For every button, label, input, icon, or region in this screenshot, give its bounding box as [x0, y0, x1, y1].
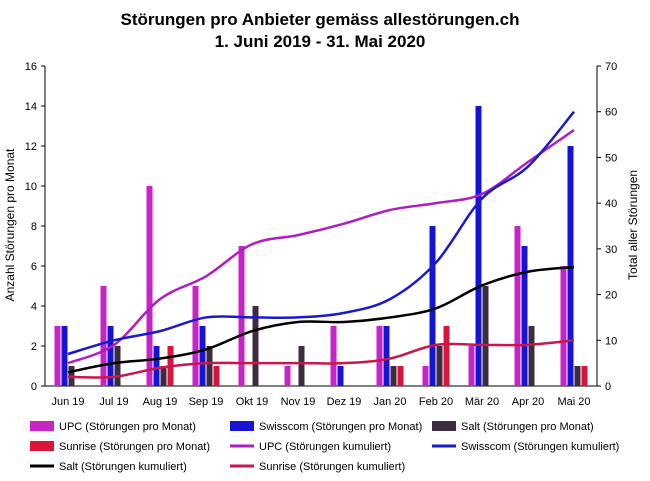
bar [252, 306, 259, 386]
y2-tick-label: 40 [605, 198, 617, 210]
bar [107, 326, 114, 386]
legend: UPC (Störungen pro Monat) Swisscom (Störu… [30, 421, 619, 473]
legend-label: Sunrise (Störungen pro Monat) [59, 441, 210, 453]
y-tick-label: 12 [25, 141, 37, 153]
y2-tick-label: 20 [605, 290, 617, 302]
x-tick-label: Apr 20 [512, 396, 544, 408]
series-line [67, 128, 575, 365]
chart-subtitle: 1. Juni 2019 - 31. Mai 2020 [215, 32, 426, 51]
bar [567, 146, 574, 386]
legend-label: Salt (Störungen kumuliert) [59, 461, 187, 473]
x-axis-ticks: Jun 19 Jul 19 Aug 19 Sep 19 Okt 19 Nov 19 Dez … [51, 396, 590, 408]
x-tick-label: Mai 20 [557, 396, 590, 408]
x-tick-label: Feb 20 [419, 396, 453, 408]
bar [397, 366, 404, 386]
bar [422, 366, 429, 386]
x-tick-label: Mär 20 [465, 396, 499, 408]
bar [468, 346, 475, 386]
y-tick-label: 6 [31, 261, 37, 273]
bar [160, 366, 167, 386]
bar [383, 326, 390, 386]
legend-swatch [30, 441, 54, 451]
y-tick-label: 16 [25, 61, 37, 73]
legend-label: UPC (Störungen kumuliert) [259, 441, 391, 453]
bar [199, 326, 206, 386]
y2-tick-label: 70 [605, 61, 617, 73]
legend-label: Swisscom (Störungen pro Monat) [259, 421, 422, 433]
bar [114, 346, 121, 386]
bar [514, 226, 521, 386]
x-tick-label: Aug 19 [143, 396, 178, 408]
bar [61, 326, 68, 386]
bar [390, 366, 397, 386]
y-axis-label: Anzahl Störungen pro Monat [3, 148, 17, 301]
x-tick-label: Jul 19 [99, 396, 128, 408]
y-axis-ticks: 0 2 4 6 8 10 12 14 16 [25, 61, 45, 393]
bar [560, 266, 567, 386]
legend-label: Sunrise (Störungen kumuliert) [259, 461, 405, 473]
series-line [67, 265, 575, 374]
y-tick-label: 2 [31, 341, 37, 353]
bar [376, 326, 383, 386]
y-tick-label: 8 [31, 221, 37, 233]
x-tick-label: Jun 19 [51, 396, 84, 408]
y-tick-label: 4 [31, 301, 37, 313]
bar [206, 346, 213, 386]
bar [54, 326, 61, 386]
bar [475, 106, 482, 386]
bar [337, 366, 344, 386]
y-tick-label: 10 [25, 181, 37, 193]
y2-tick-label: 0 [605, 381, 611, 393]
legend-label: Salt (Störungen pro Monat) [461, 421, 594, 433]
bar [330, 326, 337, 386]
y2-axis-label: Total aller Störungen [626, 170, 640, 280]
y2-tick-label: 30 [605, 244, 617, 256]
bar [574, 366, 581, 386]
legend-swatch [30, 421, 54, 431]
legend-label: Swisscom (Störungen kumuliert) [461, 441, 619, 453]
bar [581, 366, 588, 386]
bar [298, 346, 305, 386]
x-tick-label: Okt 19 [236, 396, 268, 408]
legend-label: UPC (Störungen pro Monat) [59, 421, 196, 433]
bar [482, 286, 489, 386]
bar [153, 346, 160, 386]
bar [436, 346, 443, 386]
series-line [67, 110, 575, 356]
y2-axis-ticks: 0 10 20 30 40 50 60 70 [597, 61, 617, 393]
x-tick-label: Dez 19 [327, 396, 362, 408]
bar [213, 366, 220, 386]
bar [284, 366, 291, 386]
bar [429, 226, 436, 386]
y2-tick-label: 60 [605, 107, 617, 119]
y-tick-label: 0 [31, 381, 37, 393]
y-tick-label: 14 [25, 101, 37, 113]
y2-tick-label: 10 [605, 335, 617, 347]
x-tick-label: Sep 19 [189, 396, 224, 408]
x-tick-label: Jan 20 [373, 396, 406, 408]
series-line [67, 339, 575, 379]
legend-swatch [432, 421, 456, 431]
y2-tick-label: 50 [605, 152, 617, 164]
legend-swatch [230, 421, 254, 431]
bar [443, 326, 450, 386]
lines [67, 110, 575, 379]
bar [521, 246, 528, 386]
x-tick-label: Nov 19 [281, 396, 316, 408]
bar [192, 286, 199, 386]
bar [146, 186, 153, 386]
chart-title: Störungen pro Anbieter gemäss allestörun… [121, 10, 520, 29]
bar [528, 326, 535, 386]
bar [100, 286, 107, 386]
